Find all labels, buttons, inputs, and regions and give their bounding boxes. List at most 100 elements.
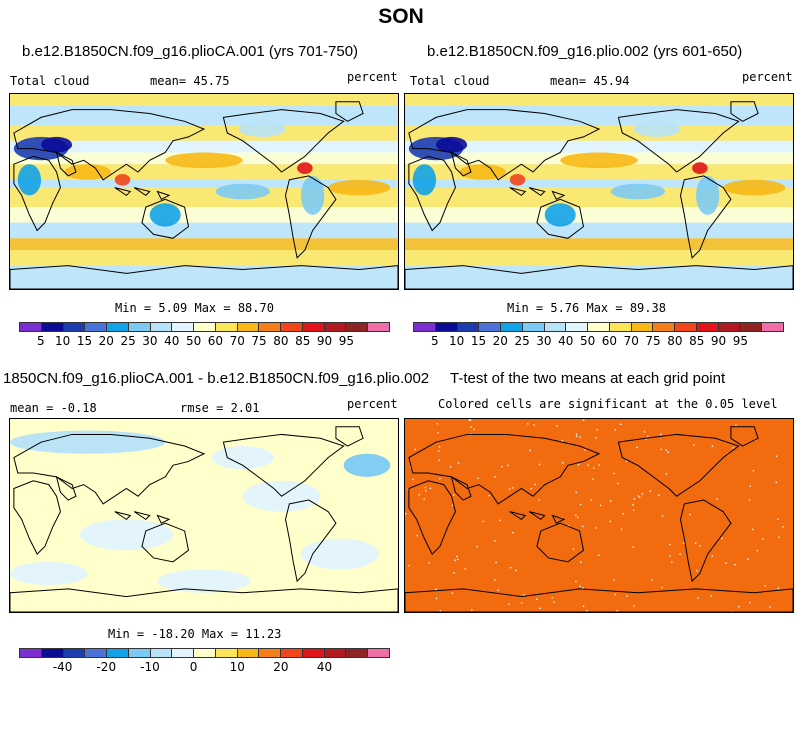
panel-2-colorbar	[413, 322, 784, 332]
colorbar-cell	[565, 323, 588, 331]
panel-4-subtitle: Colored cells are significant at the 0.0…	[438, 397, 778, 411]
colorbar-tick-label: 40	[558, 334, 574, 348]
panel-3-title: 1850CN.f09_g16.plioCA.001 - b.e12.B1850C…	[3, 370, 430, 387]
colorbar-cell	[193, 649, 215, 657]
panel-2-map	[404, 93, 794, 290]
colorbar-tick-label: 10	[229, 660, 245, 674]
colorbar-cell	[127, 649, 150, 657]
colorbar-tick-label: 10	[55, 334, 71, 348]
colorbar-tick-label: 70	[623, 334, 639, 348]
colorbar-cell	[214, 323, 237, 331]
colorbar-cell	[106, 323, 128, 331]
colorbar-cell	[323, 323, 346, 331]
panel-3-colorbar-ticks: -40 -20 -10 0 10 20 40	[19, 660, 390, 676]
colorbar-cell	[84, 649, 107, 657]
colorbar-cell	[171, 649, 194, 657]
colorbar-cell	[521, 323, 544, 331]
panel-3-rmse: rmse = 2.01	[180, 401, 260, 415]
colorbar-tick-label: 40	[164, 334, 180, 348]
colorbar-cell	[674, 323, 696, 331]
colorbar-tick-label: 75	[251, 334, 267, 348]
colorbar-cell	[258, 323, 281, 331]
colorbar-tick-label: 25	[120, 334, 136, 348]
colorbar-cell	[20, 649, 41, 657]
colorbar-tick-label: -20	[96, 660, 117, 674]
panel-3-colorbar	[19, 648, 390, 658]
panel-1-mean: mean= 45.75	[150, 74, 230, 88]
colorbar-cell	[301, 649, 324, 657]
panel-2-variable-label: Total cloud	[410, 74, 490, 88]
colorbar-tick-label: 5	[36, 334, 45, 348]
colorbar-cell	[739, 323, 762, 331]
colorbar-tick-label: 50	[185, 334, 202, 348]
colorbar-cell	[149, 323, 172, 331]
panel-1-units: percent	[347, 70, 398, 84]
colorbar-cell	[761, 323, 784, 331]
colorbar-tick-label: 50	[579, 334, 596, 348]
colorbar-cell	[587, 323, 609, 331]
colorbar-cell	[127, 323, 150, 331]
colorbar-tick-label: 20	[492, 334, 508, 348]
colorbar-tick-label: 5	[430, 334, 439, 348]
colorbar-cell	[652, 323, 675, 331]
colorbar-cell	[214, 649, 237, 657]
colorbar-cell	[500, 323, 522, 331]
colorbar-tick-label: 90	[710, 334, 727, 348]
panel-2-mean: mean= 45.94	[550, 74, 630, 88]
panel-1-colorbar-ticks: 5 10 15 20 25 30 40 50 60 70 75 80 85 90 95	[19, 334, 390, 350]
colorbar-tick-label: 30	[536, 334, 552, 348]
panel-3-mean: mean = -0.18	[10, 401, 97, 415]
colorbar-cell	[171, 323, 194, 331]
colorbar-tick-label: 60	[601, 334, 618, 348]
colorbar-tick-label: 70	[229, 334, 245, 348]
colorbar-tick-label: 95	[338, 334, 354, 348]
panel-1-variable-label: Total cloud	[10, 74, 90, 88]
colorbar-cell	[323, 649, 346, 657]
colorbar-tick-label: 25	[514, 334, 530, 348]
colorbar-tick-label: 0	[189, 660, 198, 674]
colorbar-cell	[543, 323, 566, 331]
panel-4-title: T-test of the two means at each grid poi…	[450, 370, 726, 387]
colorbar-tick-label: 85	[689, 334, 705, 348]
panel-1-minmax: Min = 5.09 Max = 88.70	[115, 301, 274, 315]
panel-4-map	[404, 418, 794, 613]
colorbar-cell	[434, 323, 457, 331]
colorbar-cell	[345, 649, 368, 657]
colorbar-cell	[456, 323, 479, 331]
colorbar-cell	[301, 323, 324, 331]
colorbar-tick-label: 80	[273, 334, 289, 348]
colorbar-tick-label: -40	[52, 660, 73, 674]
colorbar-cell	[62, 649, 85, 657]
colorbar-tick-label: 10	[449, 334, 465, 348]
colorbar-cell	[62, 323, 85, 331]
colorbar-cell	[149, 649, 172, 657]
colorbar-tick-label: -10	[140, 660, 160, 674]
colorbar-cell	[478, 323, 501, 331]
panel-2-colorbar-ticks: 5 10 15 20 25 30 40 50 60 70 75 80 85 90 95	[413, 334, 784, 350]
colorbar-cell	[608, 323, 631, 331]
colorbar-cell	[367, 649, 390, 657]
colorbar-tick-label: 15	[470, 334, 487, 348]
colorbar-tick-label: 20	[273, 660, 289, 674]
colorbar-cell	[280, 323, 302, 331]
colorbar-cell	[40, 323, 63, 331]
colorbar-cell	[84, 323, 107, 331]
colorbar-cell	[236, 649, 259, 657]
colorbar-tick-label: 80	[667, 334, 683, 348]
colorbar-cell	[367, 323, 390, 331]
panel-2-units: percent	[742, 70, 793, 84]
colorbar-cell	[20, 323, 41, 331]
panel-1-colorbar	[19, 322, 390, 332]
colorbar-cell	[345, 323, 368, 331]
colorbar-cell	[630, 323, 653, 331]
panel-1-title: b.e12.B1850CN.f09_g16.plioCA.001 (yrs 70…	[22, 43, 359, 60]
panel-3-units: percent	[347, 397, 398, 411]
colorbar-cell	[280, 649, 302, 657]
figure-title: SON	[378, 5, 424, 28]
colorbar-tick-label: 30	[142, 334, 158, 348]
panel-2-minmax: Min = 5.76 Max = 89.38	[507, 301, 666, 315]
colorbar-tick-label: 95	[732, 334, 748, 348]
panel-3-map	[9, 418, 399, 613]
colorbar-cell	[40, 649, 63, 657]
colorbar-cell	[258, 649, 281, 657]
